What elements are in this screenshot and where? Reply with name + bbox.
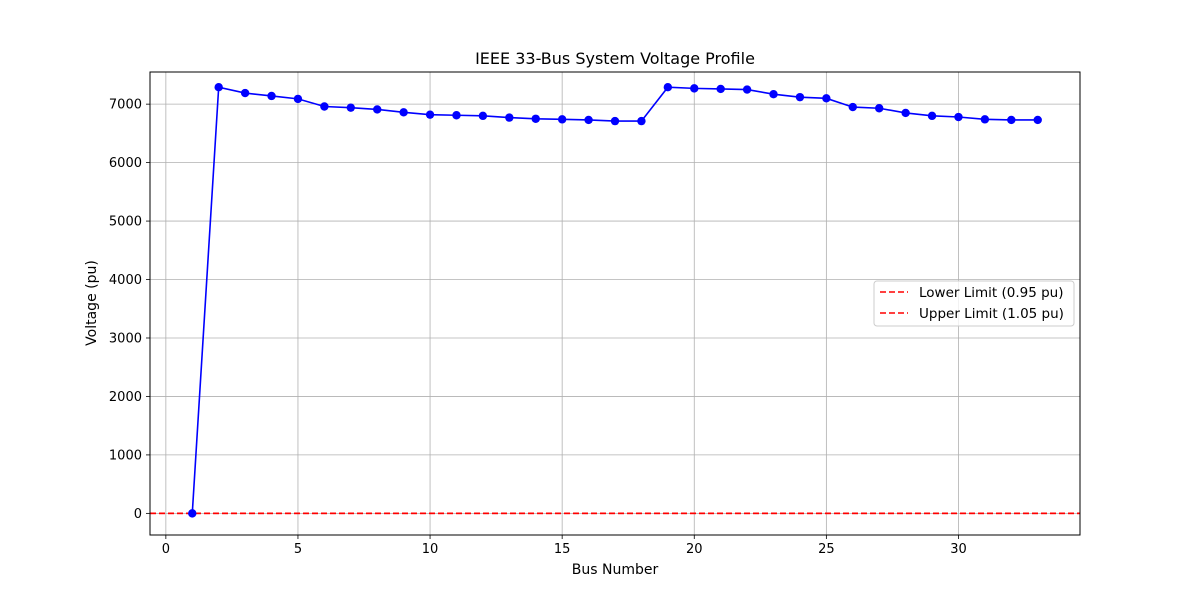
voltage-data-point: [980, 115, 990, 124]
voltage-data-point: [769, 90, 778, 99]
voltage-data-point: [954, 112, 963, 122]
voltage-data-point: [610, 116, 620, 126]
x-axis-title: Bus Number: [572, 562, 659, 578]
axis-ticks: 0 5 10 15 20 25 30 0 1000 2000 3000 4000 5000 6000 700…: [109, 98, 967, 557]
voltage-data-point: [690, 84, 699, 93]
voltage-data-point: [663, 82, 673, 92]
voltage-data-point: [320, 102, 329, 111]
voltage-data-point: [716, 84, 725, 94]
x-tick-label: 10: [422, 542, 439, 557]
voltage-data-point: [267, 91, 276, 101]
voltage-data-point: [373, 105, 382, 114]
voltage-data-point: [557, 115, 567, 124]
voltage-data-point: [399, 108, 408, 117]
voltage-data-point: [584, 115, 593, 125]
voltage-data-point: [505, 113, 514, 122]
x-tick-label: 15: [554, 542, 571, 557]
voltage-data-point: [240, 88, 250, 98]
voltage-data-point: [346, 103, 355, 112]
voltage-data-point: [425, 110, 435, 119]
voltage-data-point: [875, 104, 884, 113]
y-tick-label: 2000: [109, 390, 142, 405]
voltage-data-point: [901, 108, 910, 118]
y-tick-label: 1000: [109, 448, 142, 463]
series-layer: [188, 82, 1042, 518]
y-tick-label: 6000: [109, 156, 142, 171]
chart-title: IEEE 33-Bus System Voltage Profile: [475, 49, 755, 68]
y-tick-label: 5000: [109, 215, 142, 230]
y-tick-label: 4000: [109, 273, 142, 288]
y-tick-label: 7000: [109, 98, 142, 113]
x-tick-label: 20: [686, 542, 703, 557]
voltage-data-point: [293, 94, 303, 104]
plot-area-frame: [149, 71, 1081, 536]
legend: Lower Limit (0.95 pu) Upper Limit (1.05 …: [873, 280, 1075, 327]
voltage-data-point: [452, 111, 461, 120]
voltage-data-point: [822, 94, 831, 103]
voltage-data-point: [188, 509, 197, 518]
y-tick-label: 0: [134, 507, 142, 522]
voltage-data-point: [1007, 115, 1016, 125]
x-tick-label: 5: [294, 542, 302, 557]
y-axis-title: Voltage (pu): [84, 260, 100, 346]
voltage-data-point: [848, 102, 857, 112]
legend-label-upper-limit: Upper Limit (1.05 pu): [919, 306, 1064, 322]
y-tick-label: 3000: [109, 331, 142, 346]
x-tick-label: 25: [818, 542, 835, 557]
voltage-data-point: [478, 111, 488, 121]
legend-box: [873, 280, 1075, 327]
voltage-data-point: [927, 111, 937, 121]
voltage-data-point: [531, 114, 540, 123]
voltage-data-point: [1033, 115, 1042, 125]
voltage-data-point: [742, 85, 752, 94]
legend-label-lower-limit: Lower Limit (0.95 pu): [919, 285, 1064, 301]
x-tick-label: 0: [162, 542, 170, 557]
voltage-data-point: [637, 116, 646, 126]
voltage-data-point: [795, 92, 805, 102]
voltage-data-point: [214, 82, 223, 92]
x-tick-label: 30: [950, 542, 967, 557]
